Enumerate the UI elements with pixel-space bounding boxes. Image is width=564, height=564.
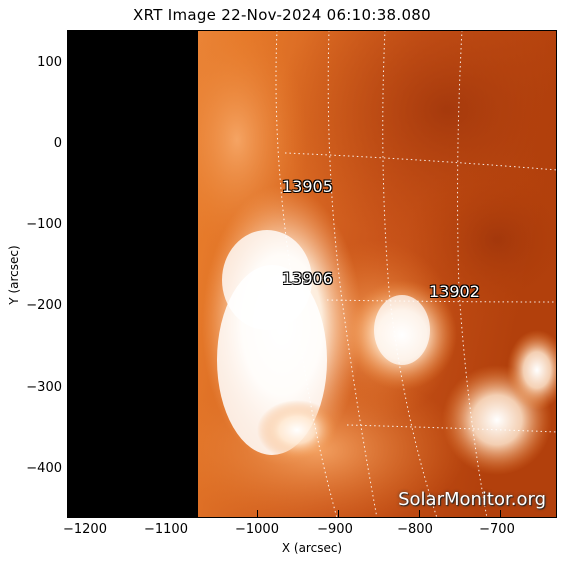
- x-tick: [500, 510, 501, 518]
- x-tick-label: −1200: [63, 522, 107, 537]
- active-region-label-13902: 13902: [429, 282, 480, 301]
- x-tick: [94, 510, 95, 518]
- y-tick: [67, 225, 75, 226]
- x-tick-label: −900: [317, 522, 353, 537]
- y-tick-label: −200: [26, 298, 62, 313]
- y-tick: [67, 469, 75, 470]
- y-tick: [67, 306, 75, 307]
- active-region-label-13906: 13906: [282, 269, 333, 288]
- x-tick-label: −700: [479, 522, 515, 537]
- solar-disk-image: [67, 30, 557, 518]
- coordinate-grid: [275, 30, 557, 518]
- x-tick-label: −800: [397, 522, 433, 537]
- y-tick-label: −400: [26, 461, 62, 476]
- y-tick-label: −100: [26, 217, 62, 232]
- x-tick-label: −1100: [144, 522, 188, 537]
- y-tick-label: −300: [26, 380, 62, 395]
- x-tick: [257, 510, 258, 518]
- x-tick-label: −1000: [235, 522, 279, 537]
- x-tick: [338, 510, 339, 518]
- x-tick: [419, 510, 420, 518]
- y-tick: [67, 144, 75, 145]
- image-title: XRT Image 22-Nov-2024 06:10:38.080: [133, 6, 431, 24]
- y-tick: [67, 388, 75, 389]
- solarmonitor-watermark: SolarMonitor.org: [398, 489, 546, 510]
- xrt-image: [67, 30, 557, 518]
- y-tick-label: 100: [37, 55, 62, 70]
- active-region-label-13905: 13905: [282, 177, 333, 196]
- y-tick: [67, 63, 75, 64]
- x-tick: [175, 510, 176, 518]
- y-axis-label: Y (arcsec): [7, 245, 21, 305]
- y-tick-label: 0: [53, 136, 62, 151]
- x-axis-label: X (arcsec): [281, 541, 343, 555]
